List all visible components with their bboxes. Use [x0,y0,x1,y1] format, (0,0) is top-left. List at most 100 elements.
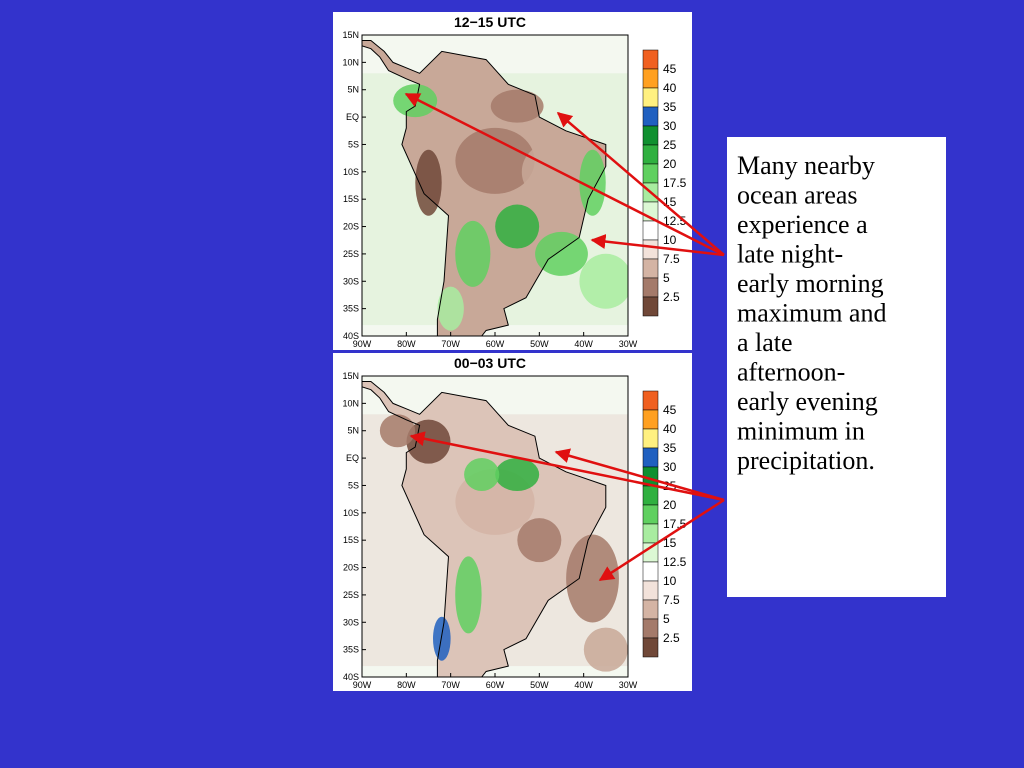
precip-patch [566,534,619,623]
colorbar-label: 5 [663,612,670,626]
precip-patch [517,518,562,563]
note-line: Many nearby [737,151,875,180]
map-panel: 12−15 UTC 15N 10N 5N EQ 5S 10S 15S 20S 25S 30S 35S 4… [333,12,692,350]
precip-patch [535,231,588,276]
colorbar-box [642,485,659,506]
arrow [598,498,725,582]
colorbar-box [642,580,659,601]
arrow [590,234,725,257]
arrow [409,431,725,502]
lon-label: 90W [353,339,372,349]
lat-label: 30S [343,276,359,286]
note-line: minimum in [737,417,865,446]
colorbar-label: 7.5 [663,593,680,607]
precip-patch [455,220,491,287]
lon-label: 80W [397,680,416,690]
note-line: ocean areas [737,181,858,210]
precip-patch [495,204,540,249]
colorbar-box [642,599,659,620]
lat-label: 10N [342,57,359,67]
colorbar-label: 25 [663,138,677,152]
precip-patch [579,253,628,309]
precip-patch [464,458,500,492]
lon-label: 40W [574,339,593,349]
lat-label: 15N [342,371,359,381]
arrow [554,448,725,502]
colorbar-label: 15 [663,195,677,209]
colorbar-box [642,296,659,317]
lon-label: 30W [619,339,638,349]
panel-title: 12−15 UTC [454,14,526,30]
colorbar-box [642,618,659,639]
lon-label: 50W [530,339,549,349]
precip-patch [455,127,535,194]
colorbar-box [642,239,659,260]
map-area [362,376,628,677]
note-box [727,137,946,597]
colorbar-box [642,542,659,563]
lat-label: 5N [347,85,359,95]
precip-patch [379,414,416,448]
colorbar-label: 40 [663,81,677,95]
lon-label: 70W [441,339,460,349]
colorbar-box [642,68,659,89]
coastline [362,381,607,677]
arrows [404,92,725,582]
lat-label: 35S [343,304,359,314]
colorbar-box [642,258,659,279]
lat-label: 40S [343,672,359,682]
lat-label: 10S [343,508,359,518]
lat-label: 15N [342,30,359,40]
precip-patch [490,89,544,123]
lat-label: 15S [343,194,359,204]
colorbar-box [642,87,659,108]
lon-label: 90W [353,680,372,690]
lon-label: 40W [574,680,593,690]
lon-label: 70W [441,680,460,690]
colorbar-label: 45 [663,62,677,76]
note-line: afternoon- [737,358,845,387]
colorbar-label: 12.5 [663,555,687,569]
colorbar-box [642,390,659,411]
note-line: late night- [737,240,843,269]
arrow [556,112,725,256]
lat-label: 25S [343,249,359,259]
panel-title: 00−03 UTC [454,355,526,371]
colorbar-label: 17.5 [663,517,687,531]
colorbar-label: 45 [663,403,677,417]
lat-label: 10S [343,167,359,177]
precip-patch [495,458,540,492]
lat-label: 10N [342,398,359,408]
lon-label: 30W [619,680,638,690]
coastline [362,40,607,336]
lat-label: 5N [347,426,359,436]
lat-label: 35S [343,645,359,655]
colorbar-box [642,447,659,468]
colorbar-label: 2.5 [663,631,680,645]
lat-label: EQ [346,453,359,463]
note-line: maximum and [737,299,886,328]
precip-patch [521,144,575,200]
colorbar-box [642,561,659,582]
precip-patch [583,627,628,672]
note-line: experience a [737,210,868,239]
map-panel: 00−03 UTC 15N 10N 5N EQ 5S 10S 15S 20S 25S 30S 35S 4… [333,353,692,691]
lat-label: 20S [343,563,359,573]
colorbar-label: 35 [663,100,677,114]
colorbar-box [642,125,659,146]
precip-patch [415,149,442,216]
colorbar-label: 10 [663,574,677,588]
precip-patch [406,419,451,464]
lon-label: 80W [397,339,416,349]
lat-label: 5S [348,139,359,149]
colorbar-label: 15 [663,536,677,550]
colorbar-label: 20 [663,157,677,171]
colorbar-box [642,523,659,544]
lat-label: 20S [343,222,359,232]
colorbar-label: 20 [663,498,677,512]
note-line: early morning [737,269,884,298]
note-line: early evening [737,387,878,416]
